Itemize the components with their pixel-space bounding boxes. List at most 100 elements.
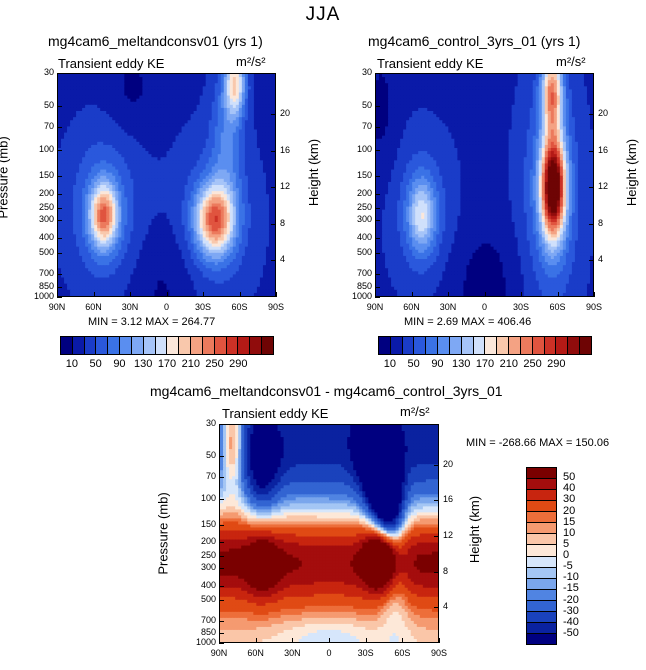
panel1-cell <box>139 209 143 214</box>
panel1-cell <box>106 255 110 260</box>
panel1-cell <box>73 92 77 97</box>
panel1-cell <box>58 148 62 152</box>
panel1-cell <box>184 234 189 239</box>
panel1-cell <box>238 277 243 282</box>
panel1-cell <box>208 271 213 276</box>
panel1-cell <box>253 188 258 192</box>
panel1-cell <box>184 86 189 91</box>
panel1-cell <box>133 107 137 112</box>
panel1-cell <box>256 200 261 205</box>
panel1-cell <box>226 277 231 282</box>
panel1-cell <box>244 197 249 202</box>
panel1-cell <box>271 114 275 118</box>
panel1-cell <box>232 271 237 276</box>
panel1-cell <box>211 280 216 285</box>
panel1-cell <box>103 203 107 208</box>
panel1-cell <box>187 274 192 279</box>
panel1-cell <box>151 243 156 248</box>
panel1-cell <box>142 249 146 254</box>
panel1-cell <box>226 178 231 183</box>
panel1-cell <box>250 203 255 208</box>
panel1-cell <box>67 86 71 91</box>
panel1-cell <box>169 92 174 97</box>
panel1-cell <box>136 181 140 186</box>
panel1-cell <box>229 280 234 285</box>
panel1-cell <box>247 203 252 208</box>
panel1-cell <box>268 212 273 217</box>
panel1-cell <box>205 246 210 251</box>
panel1-cell <box>67 280 71 285</box>
panel1-cell <box>175 151 180 155</box>
panel1-cell <box>169 178 174 183</box>
panel1-cell <box>118 151 122 155</box>
panel1-cell <box>250 163 255 168</box>
panel1-cell <box>223 172 228 177</box>
panel1-cell <box>88 83 92 87</box>
panel1-cell <box>88 237 92 242</box>
panel1-cell <box>58 132 62 137</box>
panel1-cell <box>127 246 131 251</box>
panel1-cell <box>91 107 95 112</box>
panel1-cell <box>193 169 198 174</box>
panel1-cell <box>271 166 275 171</box>
panel1-cell <box>103 172 107 177</box>
panel1-cell <box>73 126 77 131</box>
panel1-cell <box>232 215 237 220</box>
panel1-cell <box>109 126 113 131</box>
panel1-cell <box>82 237 86 242</box>
panel1-cell <box>85 185 89 189</box>
panel1-cell <box>58 271 62 276</box>
panel1-cell <box>247 231 252 235</box>
panel1-cell <box>166 237 171 242</box>
panel1-cell <box>58 209 62 214</box>
panel1-cell <box>220 86 225 91</box>
panel1-cell <box>259 206 264 211</box>
panel1-cell <box>166 172 171 177</box>
panel1-cell <box>160 89 165 94</box>
panel1-cell <box>130 107 134 112</box>
panel1-cell <box>61 212 65 217</box>
panel1-cell <box>196 197 201 202</box>
panel1-cell <box>145 141 150 146</box>
panel1-cell <box>91 98 95 103</box>
panel1-cell <box>127 268 131 272</box>
panel1-cell <box>85 249 89 254</box>
panel1-cell <box>241 188 246 192</box>
panel1-cell <box>259 74 264 78</box>
panel1-cell <box>82 135 86 140</box>
panel1-cell <box>139 95 143 100</box>
panel1-cell <box>196 111 201 115</box>
panel1-cell <box>259 188 264 192</box>
panel1-cell <box>235 144 240 149</box>
panel1-cell <box>169 157 174 161</box>
panel1-cell <box>223 148 228 152</box>
panel1-cell <box>70 169 74 174</box>
panel1-cell <box>61 178 65 183</box>
panel1-cell <box>172 259 177 263</box>
panel1-cell <box>142 218 146 223</box>
panel1-cell <box>253 283 258 288</box>
panel1-cell <box>211 200 216 205</box>
panel1-cell <box>109 188 113 192</box>
panel1-cell <box>154 92 159 97</box>
panel1-cell <box>85 74 89 78</box>
panel1-cell <box>73 104 77 109</box>
panel1-cell <box>199 141 204 146</box>
panel1-cell <box>139 215 143 220</box>
panel1-cell <box>82 188 86 192</box>
panel1-cell <box>145 209 150 214</box>
panel1-cell <box>232 111 237 115</box>
panel1-cell <box>157 160 162 165</box>
panel1-cell <box>229 169 234 174</box>
panel1-cell <box>73 255 77 260</box>
panel1-cell <box>178 95 183 100</box>
panel1-cell <box>169 240 174 245</box>
panel1-cell <box>166 148 171 152</box>
panel1-cell <box>256 101 261 106</box>
panel1-cell <box>166 194 171 198</box>
panel1-cell <box>97 129 101 134</box>
panel1-cell <box>199 218 204 223</box>
panel1-cell <box>271 246 275 251</box>
panel1-cell <box>232 283 237 288</box>
panel1-cell <box>172 277 177 282</box>
